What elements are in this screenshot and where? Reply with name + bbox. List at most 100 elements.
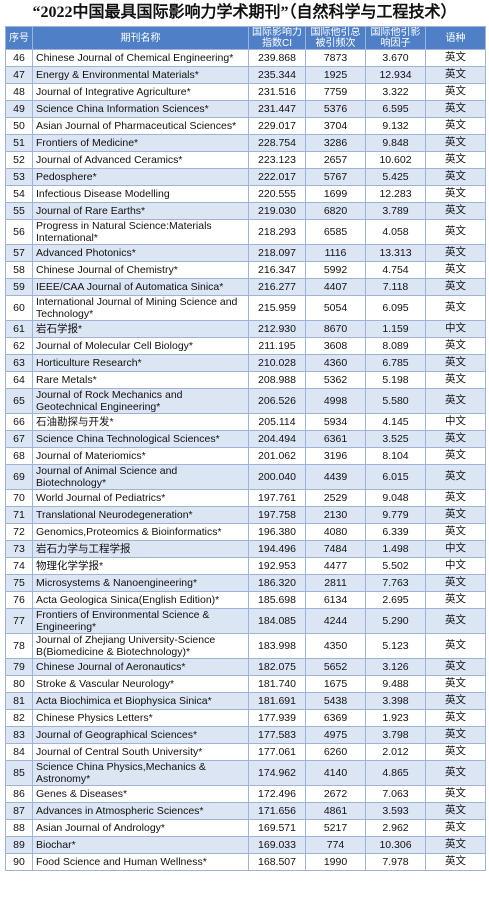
table-row: 84 Journal of Central South University* 17…: [5, 743, 486, 761]
ci-cell: 216.347: [248, 261, 306, 279]
language-cell: 英文: [425, 692, 486, 710]
rank-cell: 56: [5, 219, 33, 245]
table-row: 80 Stroke & Vascular Neurology* 181.740 167…: [5, 675, 486, 693]
citation-count-cell: 1116: [305, 244, 366, 262]
language-cell: 英文: [425, 591, 486, 609]
rank-cell: 57: [5, 244, 33, 262]
impact-factor-cell: 10.306: [365, 836, 426, 854]
impact-factor-cell: 2.962: [365, 819, 426, 837]
impact-factor-cell: 13.313: [365, 244, 426, 262]
journal-name-cell: Rare Metals*: [32, 371, 249, 389]
language-cell: 英文: [425, 675, 486, 693]
impact-factor-cell: 1.159: [365, 320, 426, 338]
table-row: 78 Journal of Zhejiang University-Science…: [5, 633, 486, 659]
rank-cell: 60: [5, 295, 33, 321]
rank-cell: 81: [5, 692, 33, 710]
impact-factor-cell: 9.779: [365, 506, 426, 524]
rank-cell: 88: [5, 819, 33, 837]
rank-cell: 51: [5, 134, 33, 152]
table-body: 46 Chinese Journal of Chemical Engineerin…: [5, 49, 486, 871]
impact-factor-cell: 1.498: [365, 540, 426, 558]
ci-cell: 212.930: [248, 320, 306, 338]
table-row: 57 Advanced Photonics* 218.097 1116 13.313 英文: [5, 244, 486, 262]
language-cell: 英文: [425, 709, 486, 727]
rank-cell: 59: [5, 278, 33, 296]
language-cell: 英文: [425, 219, 486, 245]
journal-name-cell: Frontiers of Medicine*: [32, 134, 249, 152]
impact-factor-cell: 6.095: [365, 295, 426, 321]
journal-name-cell: International Journal of Mining Science …: [32, 295, 249, 321]
journal-name-cell: Progress in Natural Science:Materials In…: [32, 219, 249, 245]
language-cell: 英文: [425, 100, 486, 118]
journal-name-cell: Journal of Rock Mechanics and Geotechnic…: [32, 388, 249, 414]
ci-cell: 218.097: [248, 244, 306, 262]
ci-cell: 174.962: [248, 760, 306, 786]
journal-name-cell: 物理化学学报*: [32, 557, 249, 575]
language-cell: 英文: [425, 633, 486, 659]
ci-cell: 169.033: [248, 836, 306, 854]
table-row: 61 岩石学报* 212.930 8670 1.159 中文: [5, 320, 486, 338]
citation-count-cell: 6585: [305, 219, 366, 245]
ci-cell: 211.195: [248, 337, 306, 355]
language-cell: 中文: [425, 557, 486, 575]
table-row: 69 Journal of Animal Science and Biotechn…: [5, 464, 486, 490]
table-row: 70 World Journal of Pediatrics* 197.761 252…: [5, 489, 486, 507]
table-row: 50 Asian Journal of Pharmaceutical Scienc…: [5, 117, 486, 135]
language-cell: 英文: [425, 853, 486, 871]
impact-factor-cell: 12.283: [365, 185, 426, 203]
citation-count-cell: 4140: [305, 760, 366, 786]
citation-count-cell: 2811: [305, 574, 366, 592]
language-cell: 英文: [425, 608, 486, 634]
table-row: 64 Rare Metals* 208.988 5362 5.198 英文: [5, 371, 486, 389]
ci-cell: 184.085: [248, 608, 306, 634]
journal-name-cell: Journal of Rare Earths*: [32, 202, 249, 220]
table-row: 76 Acta Geologica Sinica(English Edition)…: [5, 591, 486, 609]
journal-name-cell: Journal of Integrative Agriculture*: [32, 83, 249, 101]
table-row: 66 石油勘探与开发* 205.114 5934 4.145 中文: [5, 413, 486, 431]
ci-cell: 219.030: [248, 202, 306, 220]
table-row: 72 Genomics,Proteomics & Bioinformatics* 1…: [5, 523, 486, 541]
ci-cell: 215.959: [248, 295, 306, 321]
rank-cell: 49: [5, 100, 33, 118]
language-cell: 中文: [425, 413, 486, 431]
rank-cell: 72: [5, 523, 33, 541]
language-cell: 英文: [425, 658, 486, 676]
journal-name-cell: Horticulture Research*: [32, 354, 249, 372]
language-cell: 英文: [425, 430, 486, 448]
ci-cell: 183.998: [248, 633, 306, 659]
header-cell: 序号: [5, 26, 33, 50]
rank-cell: 63: [5, 354, 33, 372]
ci-cell: 220.555: [248, 185, 306, 203]
journal-name-cell: Genomics,Proteomics & Bioinformatics*: [32, 523, 249, 541]
table-row: 81 Acta Biochimica et Biophysica Sinica* 1…: [5, 692, 486, 710]
table-row: 46 Chinese Journal of Chemical Engineerin…: [5, 49, 486, 67]
impact-factor-cell: 6.785: [365, 354, 426, 372]
table-row: 74 物理化学学报* 192.953 4477 5.502 中文: [5, 557, 486, 575]
citation-count-cell: 3704: [305, 117, 366, 135]
language-cell: 英文: [425, 371, 486, 389]
citation-count-cell: 7759: [305, 83, 366, 101]
citation-count-cell: 3286: [305, 134, 366, 152]
ci-cell: 177.939: [248, 709, 306, 727]
journal-name-cell: Pedosphere*: [32, 168, 249, 186]
impact-factor-cell: 5.502: [365, 557, 426, 575]
rank-cell: 50: [5, 117, 33, 135]
ci-cell: 208.988: [248, 371, 306, 389]
citation-count-cell: 774: [305, 836, 366, 854]
ci-cell: 197.761: [248, 489, 306, 507]
journal-name-cell: Biochar*: [32, 836, 249, 854]
table-row: 82 Chinese Physics Letters* 177.939 6369 1.9…: [5, 709, 486, 727]
language-cell: 英文: [425, 802, 486, 820]
table-row: 90 Food Science and Human Wellness* 168.50…: [5, 853, 486, 871]
table-row: 68 Journal of Materiomics* 201.062 3196 8.10…: [5, 447, 486, 465]
language-cell: 英文: [425, 117, 486, 135]
ci-cell: 196.380: [248, 523, 306, 541]
ci-cell: 181.740: [248, 675, 306, 693]
rank-cell: 71: [5, 506, 33, 524]
impact-factor-cell: 4.058: [365, 219, 426, 245]
table-row: 55 Journal of Rare Earths* 219.030 6820 3.78…: [5, 202, 486, 220]
language-cell: 英文: [425, 168, 486, 186]
language-cell: 英文: [425, 261, 486, 279]
table-row: 56 Progress in Natural Science:Materials …: [5, 219, 486, 245]
table-row: 62 Journal of Molecular Cell Biology* 211.…: [5, 337, 486, 355]
